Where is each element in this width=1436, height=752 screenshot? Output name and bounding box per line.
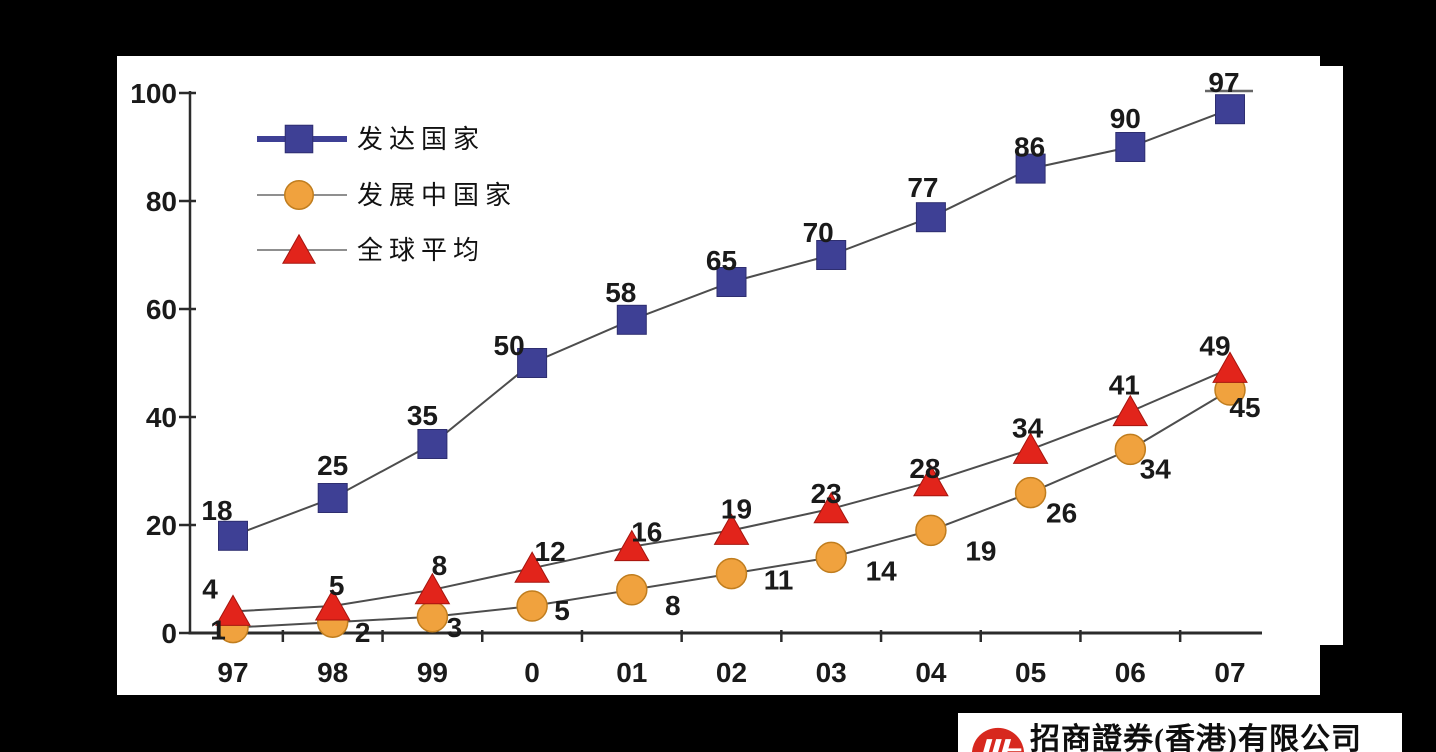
x-tick-label: 0 [524, 657, 540, 688]
marker-developed [716, 267, 747, 297]
x-tick-label: 06 [1115, 657, 1146, 688]
data-label-developing: 1 [210, 615, 226, 646]
marker-developing [416, 601, 449, 633]
logo-bar-1 [983, 739, 993, 752]
logo-bar-2 [992, 739, 1002, 752]
marker-developing [1114, 433, 1147, 466]
cms-logo-icon [971, 727, 1025, 752]
chart-panel-right-edge [1320, 66, 1343, 645]
marker-global-average [1012, 432, 1049, 464]
data-label-developed: 90 [1110, 103, 1141, 134]
marker-developed [317, 483, 348, 513]
marker-global-average [913, 464, 949, 497]
marker-global-average [613, 529, 650, 562]
marker-developing [516, 590, 548, 622]
data-label-global-average: 19 [721, 493, 752, 524]
data-label-developed: 35 [407, 400, 438, 431]
data-label-developed: 18 [201, 495, 232, 526]
marker-developed [816, 240, 847, 270]
marker-developing [1014, 476, 1047, 509]
data-label-developed: 77 [907, 172, 938, 203]
data-label-developing: 14 [866, 555, 898, 586]
data-label-developing: 2 [355, 617, 371, 648]
data-label-developing: 26 [1046, 498, 1077, 529]
data-label-developing: 34 [1140, 453, 1172, 484]
logo-strip: 招商證券(香港)有限公司 [958, 713, 1402, 752]
marker-developed [915, 202, 946, 233]
marker-developed [517, 348, 548, 378]
marker-developed [1115, 132, 1146, 162]
y-tick-label: 100 [130, 78, 177, 109]
y-tick-label: 60 [146, 294, 177, 325]
marker-global-average [713, 513, 750, 545]
marker-developing [715, 557, 748, 590]
marker-global-average [1212, 351, 1248, 383]
logo-bar-3 [1001, 739, 1012, 752]
data-label-global-average: 5 [329, 570, 345, 601]
data-label-global-average: 41 [1109, 370, 1140, 401]
data-label-global-average: 16 [631, 517, 662, 548]
data-label-developed: 58 [605, 277, 636, 308]
x-tick-label: 05 [1015, 657, 1046, 688]
x-tick-label: 07 [1214, 657, 1245, 688]
marker-developed [1215, 94, 1245, 125]
marker-developed [417, 429, 448, 459]
data-label-global-average: 8 [432, 550, 448, 581]
data-label-developed: 97 [1208, 67, 1239, 98]
marker-developed [616, 304, 647, 335]
data-label-developed: 70 [803, 217, 834, 248]
legend-marker-global-average [281, 233, 317, 264]
legend-label-developed: 发达国家 [357, 124, 485, 154]
logo-stripe-1 [1007, 748, 1022, 752]
marker-developed [1015, 153, 1046, 184]
data-label-developing: 19 [965, 535, 996, 566]
data-label-developed: 50 [494, 330, 525, 361]
marker-global-average [1112, 394, 1149, 427]
marker-developed [218, 520, 248, 551]
marker-global-average [314, 588, 351, 621]
chart-panel [117, 56, 1320, 695]
data-label-global-average: 23 [811, 478, 842, 509]
data-label-global-average: 34 [1012, 412, 1044, 443]
data-label-developed: 86 [1014, 132, 1045, 163]
data-label-developing: 45 [1229, 392, 1260, 423]
logo-company-name: 招商證券(香港)有限公司 [1030, 722, 1362, 752]
legend-marker-developing [284, 180, 314, 210]
x-tick-label: 02 [716, 657, 747, 688]
data-label-global-average: 12 [535, 536, 566, 567]
y-tick-label: 0 [161, 618, 177, 649]
x-tick-label: 04 [915, 657, 947, 688]
marker-global-average [813, 491, 850, 524]
x-tick-label: 97 [217, 657, 248, 688]
data-label-developing: 3 [447, 612, 463, 643]
marker-developing [616, 574, 648, 606]
x-tick-label: 03 [816, 657, 847, 688]
legend-label-global-average: 全球平均 [357, 235, 485, 265]
data-label-global-average: 28 [909, 453, 940, 484]
data-label-developed: 65 [706, 245, 737, 276]
y-tick-label: 40 [146, 402, 177, 433]
marker-global-average [414, 572, 451, 605]
data-label-developing: 5 [554, 595, 570, 626]
data-label-global-average: 4 [202, 573, 218, 604]
x-tick-label: 98 [317, 657, 348, 688]
x-tick-label: 99 [417, 657, 448, 688]
x-tick-label: 01 [616, 657, 647, 688]
y-tick-label: 80 [146, 186, 177, 217]
y-tick-label: 20 [146, 510, 177, 541]
marker-developing [815, 541, 847, 574]
data-label-developed: 25 [317, 450, 348, 481]
data-label-global-average: 49 [1199, 330, 1230, 361]
marker-global-average [514, 551, 550, 583]
marker-developing [915, 514, 947, 547]
legend-label-developing: 发展中国家 [357, 180, 517, 210]
data-label-developing: 11 [764, 565, 794, 596]
marker-global-average [215, 594, 251, 626]
data-label-developing: 8 [665, 590, 681, 621]
legend-marker-developed [284, 124, 314, 154]
